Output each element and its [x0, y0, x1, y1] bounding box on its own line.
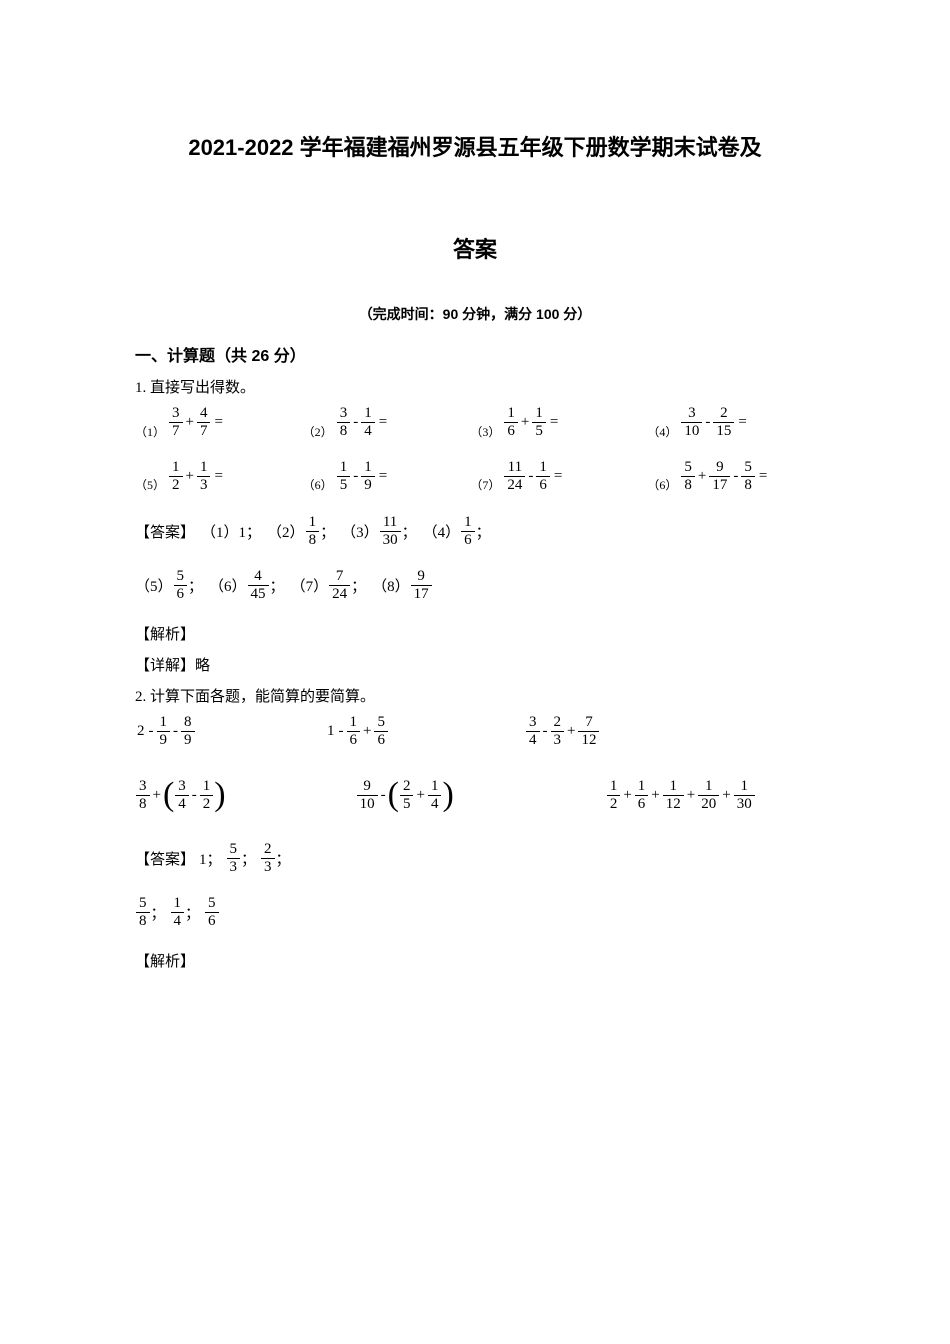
answer-label-2: 【答案】 [135, 848, 195, 869]
section-1-header: 一、计算题（共 26 分） [135, 342, 815, 366]
q2-p4: 38 + ( 34 - 12 ) [135, 778, 316, 814]
q1-p7: （7） 1124 - 16 = [470, 459, 647, 495]
q1-p8: （6） 58 + 917 - 58 = [647, 459, 815, 495]
q2-p6: 12 + 16 + 112 + 120 + 130 [546, 778, 815, 814]
q1-p1: （1） 37 + 47 = [135, 405, 303, 441]
exam-page: 2021-2022 学年福建福州罗源县五年级下册数学期末试卷及 答案 （完成时间… [0, 0, 950, 1011]
title-line-1: 2021-2022 学年福建福州罗源县五年级下册数学期末试卷及 [135, 130, 815, 162]
q1-p4-label: （4） [647, 426, 677, 441]
q2-p2: 1 - 16 + 56 [325, 714, 525, 750]
question-2-header: 2. 计算下面各题，能简算的要简算。 [135, 685, 815, 706]
q2-p3: 34 - 23 + 712 [525, 714, 745, 750]
answer-label: 【答案】 [135, 521, 195, 542]
q1-p6: （6） 15 - 19 = [303, 459, 471, 495]
q1-analyze: 【解析】 [135, 623, 815, 644]
q2-p1: 2 - 19 - 89 [135, 714, 325, 750]
q1-detail: 【详解】略 [135, 654, 815, 675]
q2-row-2: 38 + ( 34 - 12 ) 910 - ( 25 + 14 [135, 778, 815, 814]
q2-answer-block: 【答案】 1； 53 ； 23 ； 58 ； 14 ； 56 [135, 841, 815, 930]
q1-p4: （4） 310 - 215 = [647, 405, 815, 441]
q1-row-2: （5） 12 + 13 = （6） 15 - 19 = （7） 1124 - 1… [135, 459, 815, 495]
q1-p6-label: （6） [303, 479, 333, 494]
q1-row-1: （1） 37 + 47 = （2） 38 - 14 = （3） 16 + 15 [135, 405, 815, 441]
q1-p5: （5） 12 + 13 = [135, 459, 303, 495]
q1-p7-label: （7） [470, 479, 500, 494]
q1-answer-block: 【答案】 （1）1； （2） 18 ； （3） 1130 ； （4） 16 ； … [135, 514, 815, 603]
q1-p3: （3） 16 + 15 = [470, 405, 647, 441]
q2-row-1: 2 - 19 - 89 1 - 16 + 56 34 - 23 + 712 [135, 714, 815, 750]
exam-subtitle: （完成时间：90 分钟，满分 100 分） [135, 304, 815, 324]
q1-p1-label: （1） [135, 426, 165, 441]
q1-p2-label: （2） [303, 426, 333, 441]
q2-analyze: 【解析】 [135, 950, 815, 971]
q1-p2: （2） 38 - 14 = [303, 405, 471, 441]
q1-p3-label: （3） [470, 426, 500, 441]
title-line-2: 答案 [135, 232, 815, 264]
question-1-header: 1. 直接写出得数。 [135, 376, 815, 397]
q1-p5-label: （5） [135, 479, 165, 494]
q1-p8-label: （6） [647, 479, 677, 494]
q2-p5: 910 - ( 25 + 14 ) [316, 778, 546, 814]
